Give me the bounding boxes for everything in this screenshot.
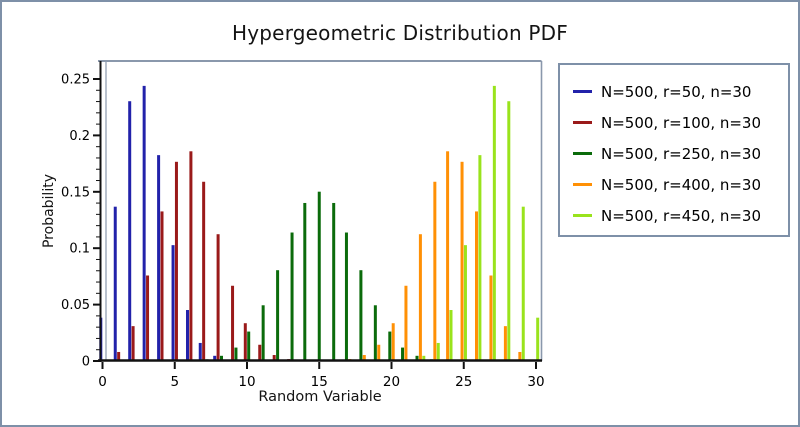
legend-swatch-r400 [573, 183, 592, 186]
x-tick-label: 30 [527, 374, 544, 390]
pdf-bar-r250-x12 [276, 270, 280, 361]
pdf-bar-r450-x26 [478, 155, 482, 361]
pdf-bar-r100-x8 [216, 234, 220, 361]
pdf-bar-r100-x10 [243, 323, 247, 361]
pdf-bar-r400-x28 [503, 326, 507, 361]
pdf-bar-r100-x2 [131, 326, 135, 361]
pdf-bar-r50-x3 [142, 85, 146, 361]
legend-label-r400: N=500, r=400, n=30 [601, 175, 762, 194]
y-tick-label: 0.1 [69, 242, 90, 257]
pdf-bar-r400-x20 [391, 323, 395, 361]
pdf-bar-r250-x14 [303, 202, 307, 361]
pdf-bar-r50-x1 [113, 206, 117, 361]
pdf-bar-r250-x10 [247, 331, 251, 361]
pdf-bar-r250-x19 [373, 305, 377, 361]
x-tick-label: 0 [98, 374, 107, 390]
pdf-bar-r100-x3 [146, 275, 150, 361]
legend-swatch-r250 [573, 152, 592, 155]
pdf-bar-r100-x4 [160, 211, 164, 361]
pdf-bar-r400-x24 [446, 151, 450, 361]
pdf-bar-r400-x23 [433, 181, 437, 361]
pdf-bar-r450-x25 [463, 245, 467, 361]
pdf-bar-r100-x7 [202, 181, 206, 361]
pdf-bar-r250-x22 [415, 355, 419, 361]
x-axis-title: Random Variable [258, 389, 382, 405]
pdf-bar-r100-x12 [272, 355, 276, 361]
pdf-bar-r100-x9 [231, 285, 235, 361]
pdf-bar-r250-x16 [332, 202, 336, 361]
pdf-bar-r400-x21 [404, 285, 408, 361]
pdf-bar-r50-x7 [198, 342, 202, 361]
pdf-bar-r250-x21 [401, 347, 405, 361]
pdf-bar-r50-x4 [157, 155, 161, 361]
pdf-bar-r250-x18 [359, 270, 363, 361]
y-tick-label: 0.25 [61, 73, 90, 88]
pdf-bar-r250-x17 [344, 232, 348, 361]
pdf-bar-r400-x27 [489, 275, 493, 361]
y-tick-label: 0.15 [61, 185, 90, 200]
y-tick-label: 0.2 [69, 129, 90, 144]
legend-box: N=500, r=50, n=30 N=500, r=100, n=30 N=500… [558, 63, 790, 237]
legend-item-r450: N=500, r=450, n=30 [560, 200, 788, 231]
pdf-bar-r450-x23 [436, 342, 440, 361]
x-tick-label: 10 [238, 374, 255, 390]
y-axis-title: Probability [41, 174, 57, 249]
pdf-bar-r400-x25 [460, 161, 464, 361]
pdf-bar-r100-x5 [174, 161, 178, 361]
legend-item-r100: N=500, r=100, n=30 [560, 107, 788, 138]
pdf-bar-r400-x26 [475, 211, 478, 361]
x-tick-label: 15 [311, 374, 328, 390]
legend-swatch-r100 [573, 121, 592, 124]
pdf-bar-r50-x8 [213, 355, 217, 361]
y-tick-label: 0.05 [61, 298, 90, 313]
pdf-bar-r250-x15 [317, 191, 321, 361]
pdf-bar-r400-x22 [418, 234, 422, 361]
x-tick-label: 5 [170, 374, 179, 390]
pdf-bar-r450-x30 [536, 317, 540, 361]
legend-item-r250: N=500, r=250, n=30 [560, 138, 788, 169]
legend-label-r450: N=500, r=450, n=30 [601, 206, 762, 225]
legend-label-r100: N=500, r=100, n=30 [601, 113, 762, 132]
pdf-bar-r400-x18 [362, 355, 366, 361]
pdf-bar-r50-x6 [186, 310, 189, 361]
pdf-bar-r400-x19 [377, 344, 381, 361]
pdf-bar-r100-x11 [258, 344, 262, 361]
pdf-bar-r250-x13 [290, 232, 294, 361]
pdf-bar-r100-x6 [189, 151, 193, 361]
pdf-bar-r250-x8 [220, 355, 223, 361]
y-tick-label: 0 [82, 355, 90, 370]
x-tick-label: 25 [455, 374, 472, 390]
pdf-bar-r100-x1 [117, 351, 121, 361]
pdf-bar-r250-x20 [388, 331, 392, 361]
pdf-bar-r450-x24 [449, 310, 453, 361]
pdf-bar-r50-x5 [171, 245, 175, 361]
chart-title: Hypergeometric Distribution PDF [232, 21, 568, 45]
pdf-bar-r450-x22 [422, 355, 426, 361]
legend-label-r250: N=500, r=250, n=30 [601, 144, 762, 163]
legend-item-r400: N=500, r=400, n=30 [560, 169, 788, 200]
legend-swatch-r50 [573, 90, 592, 93]
pdf-bar-r450-x29 [521, 206, 525, 361]
x-tick-label: 20 [383, 374, 400, 390]
legend-item-r50: N=500, r=50, n=30 [560, 76, 788, 107]
legend-label-r50: N=500, r=50, n=30 [601, 82, 752, 101]
pdf-bar-r250-x11 [261, 305, 265, 361]
pdf-bar-r50-x2 [128, 101, 132, 361]
pdf-bar-r450-x27 [492, 85, 496, 361]
legend-swatch-r450 [573, 214, 592, 217]
pdf-bar-r450-x28 [507, 101, 511, 361]
pdf-bar-r400-x29 [518, 351, 522, 361]
pdf-bar-r250-x9 [234, 347, 238, 361]
